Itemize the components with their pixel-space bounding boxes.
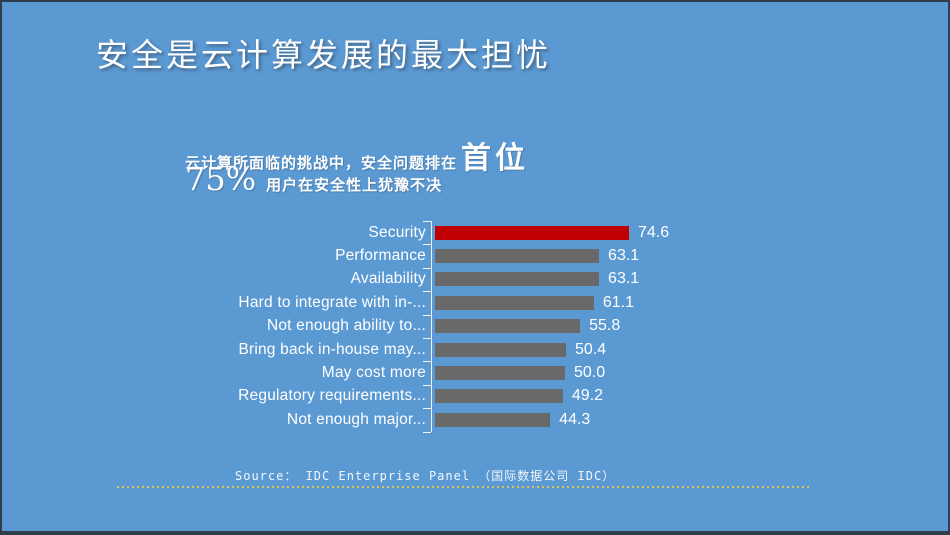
value-label: 55.8 bbox=[589, 317, 621, 335]
axis-tick bbox=[423, 361, 431, 363]
axis-tick bbox=[423, 431, 431, 433]
value-label: 50.4 bbox=[575, 340, 607, 358]
chart-row: Not enough ability to... 55.8 bbox=[230, 315, 790, 338]
chart-row: Performance 63.1 bbox=[230, 244, 790, 267]
axis-tick bbox=[423, 314, 431, 316]
slide-title: 安全是云计算发展的最大担忧 bbox=[96, 36, 552, 74]
axis-tick bbox=[423, 221, 431, 222]
dotted-divider bbox=[117, 486, 812, 488]
axis-tick bbox=[423, 291, 431, 293]
axis-line bbox=[431, 221, 432, 432]
bar-availability bbox=[435, 272, 600, 287]
chart-row: Hard to integrate with in-... 61.1 bbox=[230, 291, 790, 314]
axis-tick bbox=[423, 267, 431, 269]
category-label: Security bbox=[368, 223, 426, 241]
bar-security bbox=[435, 225, 629, 240]
bar-performance bbox=[435, 249, 600, 264]
bar-area: 44.3 bbox=[435, 408, 590, 431]
stat-percentage: 75% bbox=[185, 160, 257, 198]
category-label: May cost more bbox=[321, 364, 426, 382]
chart-row: Availability 63.1 bbox=[230, 268, 790, 291]
chart-row: Bring back in-house may... 50.4 bbox=[230, 338, 790, 361]
bar-bring-back-in-house-may bbox=[435, 342, 567, 357]
category-label: Not enough major... bbox=[286, 410, 426, 428]
axis-tick bbox=[423, 338, 431, 339]
chart-row: Not enough major... 44.3 bbox=[230, 408, 790, 431]
category-label: Hard to integrate with in-... bbox=[238, 293, 426, 311]
bar-area: 55.8 bbox=[435, 315, 620, 338]
bar-not-enough-major bbox=[435, 412, 551, 427]
bar-area: 50.0 bbox=[435, 361, 605, 384]
chart-row: May cost more 50.0 bbox=[230, 361, 790, 384]
value-label: 49.2 bbox=[571, 387, 604, 405]
chart-row: Security 74.6 bbox=[230, 221, 790, 244]
subtitle-prefix: 云计算所面临的挑战中，安全问题排在 bbox=[185, 155, 458, 172]
bar-regulatory-requirements bbox=[435, 389, 563, 404]
bar-area: 63.1 bbox=[435, 244, 639, 267]
source-text: Source： IDC Enterprise Panel （国际数据公司 IDC… bbox=[235, 469, 616, 483]
value-label: 50.0 bbox=[574, 364, 606, 382]
value-label: 63.1 bbox=[608, 247, 640, 265]
bar-area: 50.4 bbox=[435, 338, 606, 361]
value-label: 44.3 bbox=[559, 410, 591, 428]
subtitle-highlight: 首位 bbox=[461, 142, 530, 175]
category-label: Performance bbox=[335, 247, 426, 265]
value-label: 61.1 bbox=[602, 293, 634, 311]
stat-text: 用户在安全性上犹豫不决 bbox=[266, 177, 443, 194]
bar-area: 63.1 bbox=[435, 268, 639, 291]
bar-area: 74.6 bbox=[435, 221, 669, 244]
subtitle-line: 云计算所面临的挑战中，安全问题排在 首位 bbox=[185, 133, 529, 177]
bar-hard-to-integrate-with-in bbox=[435, 295, 594, 310]
bar-not-enough-ability-to bbox=[435, 319, 581, 334]
category-label: Not enough ability to... bbox=[266, 317, 426, 335]
bar-may-cost-more bbox=[435, 366, 565, 381]
category-label: Bring back in-house may... bbox=[238, 340, 426, 358]
bar-chart: Security 74.6 Performance 63.1 Availability 6… bbox=[230, 221, 790, 433]
value-label: 63.1 bbox=[608, 270, 640, 288]
stat-line: 75% 用户在安全性上犹豫不决 bbox=[185, 160, 442, 198]
value-label: 74.6 bbox=[637, 223, 670, 241]
axis-tick bbox=[423, 244, 431, 246]
category-label: Regulatory requirements... bbox=[238, 387, 426, 405]
bar-area: 61.1 bbox=[435, 291, 634, 314]
axis-tick bbox=[423, 408, 431, 410]
bar-area: 49.2 bbox=[435, 385, 603, 408]
category-label: Availability bbox=[350, 270, 426, 288]
axis-tick bbox=[423, 384, 431, 386]
chart-row: Regulatory requirements... 49.2 bbox=[230, 385, 790, 408]
